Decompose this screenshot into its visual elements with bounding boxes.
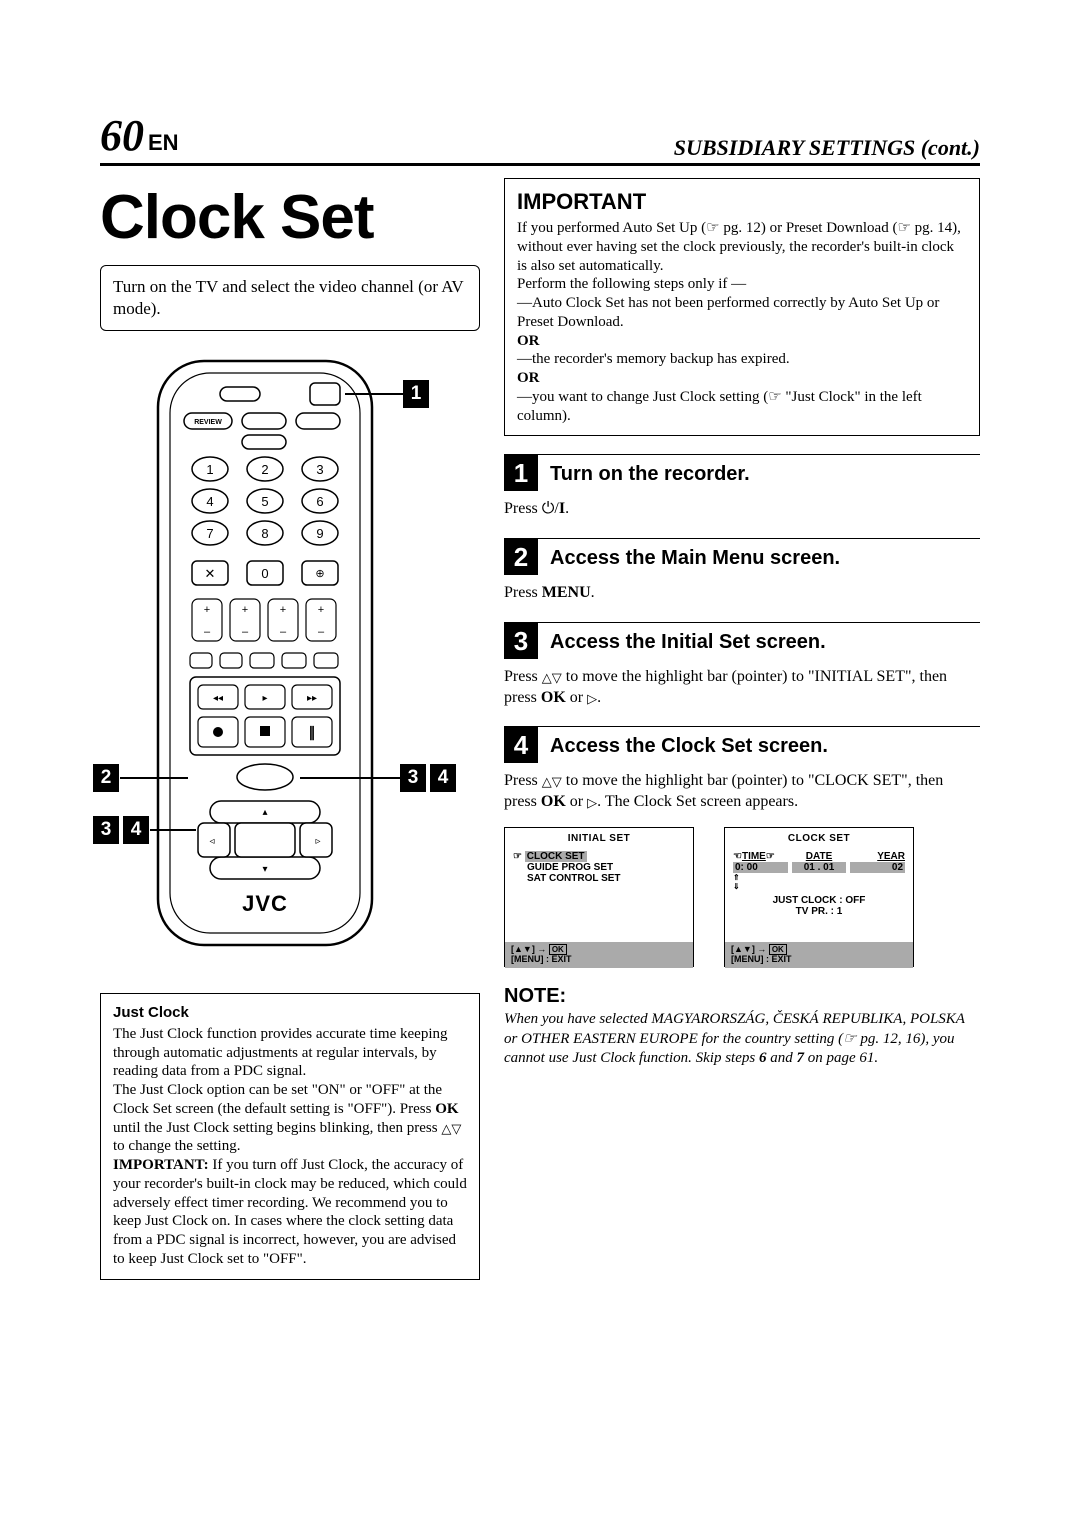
svg-text:6: 6	[316, 494, 323, 509]
screen1-item2: GUIDE PROG SET	[513, 862, 685, 873]
screen1-item1: CLOCK SET	[525, 851, 587, 862]
svg-text:0: 0	[261, 566, 268, 581]
screen-clock-set: CLOCK SET ☜TIME☞ DATE YEAR 0: 00 01 . 01…	[724, 827, 914, 967]
just-clock-title: Just Clock	[113, 1004, 467, 1023]
page-header: 60EN SUBSIDIARY SETTINGS (cont.)	[100, 110, 980, 166]
important-p3: —Auto Clock Set has not been performed c…	[517, 294, 967, 332]
callout-4a: 4	[430, 764, 456, 792]
important-title: IMPORTANT	[517, 189, 967, 215]
svg-text:▹: ▹	[315, 836, 320, 847]
svg-text:+: +	[204, 604, 210, 616]
svg-text:REVIEW: REVIEW	[194, 419, 222, 426]
section-title: SUBSIDIARY SETTINGS (cont.)	[674, 135, 980, 161]
manual-page: 60EN SUBSIDIARY SETTINGS (cont.) Clock S…	[0, 0, 1080, 1340]
step-title-2: Access the Main Menu screen.	[550, 547, 840, 570]
osd-screens: INITIAL SET ☞ CLOCK SET GUIDE PROG SET S…	[504, 827, 980, 967]
just-clock-p1: The Just Clock function provides accurat…	[113, 1025, 467, 1081]
svg-text:–: –	[318, 626, 325, 638]
svg-text:+: +	[280, 604, 286, 616]
svg-text:+: +	[318, 604, 324, 616]
step-num-4: 4	[504, 727, 538, 763]
svg-text:+: +	[242, 604, 248, 616]
screen1-title: INITIAL SET	[505, 828, 693, 847]
step-title-4: Access the Clock Set screen.	[550, 735, 828, 758]
screen2-line1: JUST CLOCK : OFF	[733, 895, 905, 906]
screen1-item3: SAT CONTROL SET	[513, 873, 685, 884]
svg-text:–: –	[242, 626, 249, 638]
step-body-2: Press MENU.	[504, 583, 980, 604]
remote-icon: REVIEW 1 2 3 4 5 6 7 8 9	[150, 353, 380, 953]
page-number-block: 60EN	[100, 110, 179, 161]
step-4: 4 Access the Clock Set screen. Press △▽ …	[504, 726, 980, 813]
svg-text:▴: ▴	[262, 807, 267, 818]
remote-diagram: REVIEW 1 2 3 4 5 6 7 8 9	[100, 353, 480, 973]
svg-text:▸▸: ▸▸	[307, 693, 317, 704]
right-column: IMPORTANT If you performed Auto Set Up (…	[504, 174, 980, 1280]
important-box: IMPORTANT If you performed Auto Set Up (…	[504, 178, 980, 436]
callout-3a: 3	[400, 764, 426, 792]
step-1: 1 Turn on the recorder. Press ⏻/I.	[504, 454, 980, 520]
callout-1: 1	[403, 380, 429, 408]
callout-2: 2	[93, 764, 119, 792]
svg-text:✕: ✕	[205, 566, 216, 581]
screen2-line2: TV PR. : 1	[733, 906, 905, 917]
left-column: Clock Set Turn on the TV and select the …	[100, 174, 480, 1280]
just-clock-p3: IMPORTANT: If you turn off Just Clock, t…	[113, 1156, 467, 1269]
step-body-4: Press △▽ to move the highlight bar (poin…	[504, 771, 980, 813]
important-p1: If you performed Auto Set Up (☞ pg. 12) …	[517, 219, 967, 275]
just-clock-p2: The Just Clock option can be set "ON" or…	[113, 1081, 467, 1156]
svg-text:7: 7	[206, 526, 213, 541]
screen2-title: CLOCK SET	[725, 828, 913, 847]
svg-text:⊕: ⊕	[315, 568, 324, 580]
svg-text:◃: ◃	[209, 836, 214, 847]
step-2: 2 Access the Main Menu screen. Press MEN…	[504, 538, 980, 604]
note-body: When you have selected MAGYARORSZÁG, ČES…	[504, 1010, 980, 1069]
svg-text:◂◂: ◂◂	[213, 693, 223, 704]
svg-text:▾: ▾	[262, 864, 267, 875]
important-or1: OR	[517, 332, 967, 351]
page-lang: EN	[148, 130, 179, 155]
step-body-1: Press ⏻/I.	[504, 499, 980, 520]
step-3: 3 Access the Initial Set screen. Press △…	[504, 622, 980, 709]
step-title-1: Turn on the recorder.	[550, 463, 750, 486]
page-number: 60	[100, 111, 144, 160]
step-num-1: 1	[504, 455, 538, 491]
svg-text:–: –	[204, 626, 211, 638]
step-num-3: 3	[504, 623, 538, 659]
screen-initial-set: INITIAL SET ☞ CLOCK SET GUIDE PROG SET S…	[504, 827, 694, 967]
screen1-footer: [▲▼] → OK[MENU] : EXIT	[505, 942, 693, 968]
svg-text:3: 3	[316, 462, 323, 477]
important-p2: Perform the following steps only if —	[517, 275, 967, 294]
svg-text:4: 4	[206, 494, 213, 509]
svg-text:8: 8	[261, 526, 268, 541]
note-title: NOTE:	[504, 985, 980, 1008]
step-num-2: 2	[504, 539, 538, 575]
svg-text:9: 9	[316, 526, 323, 541]
svg-text:▸: ▸	[262, 693, 267, 704]
screen2-footer: [▲▼] → OK[MENU] : EXIT	[725, 942, 913, 968]
svg-text:5: 5	[261, 494, 268, 509]
just-clock-box: Just Clock The Just Clock function provi…	[100, 993, 480, 1280]
callout-4b: 4	[123, 816, 149, 844]
svg-text:∥: ∥	[309, 725, 316, 741]
svg-text:–: –	[280, 626, 287, 638]
svg-text:JVC: JVC	[242, 891, 288, 916]
important-p4: —the recorder's memory backup has expire…	[517, 350, 967, 369]
intro-box: Turn on the TV and select the video chan…	[100, 265, 480, 331]
svg-text:1: 1	[206, 462, 213, 477]
important-p5: —you want to change Just Clock setting (…	[517, 388, 967, 426]
important-or2: OR	[517, 369, 967, 388]
callout-3b: 3	[93, 816, 119, 844]
page-title: Clock Set	[100, 182, 480, 253]
step-body-3: Press △▽ to move the highlight bar (poin…	[504, 667, 980, 709]
step-title-3: Access the Initial Set screen.	[550, 631, 826, 654]
svg-text:2: 2	[261, 462, 268, 477]
